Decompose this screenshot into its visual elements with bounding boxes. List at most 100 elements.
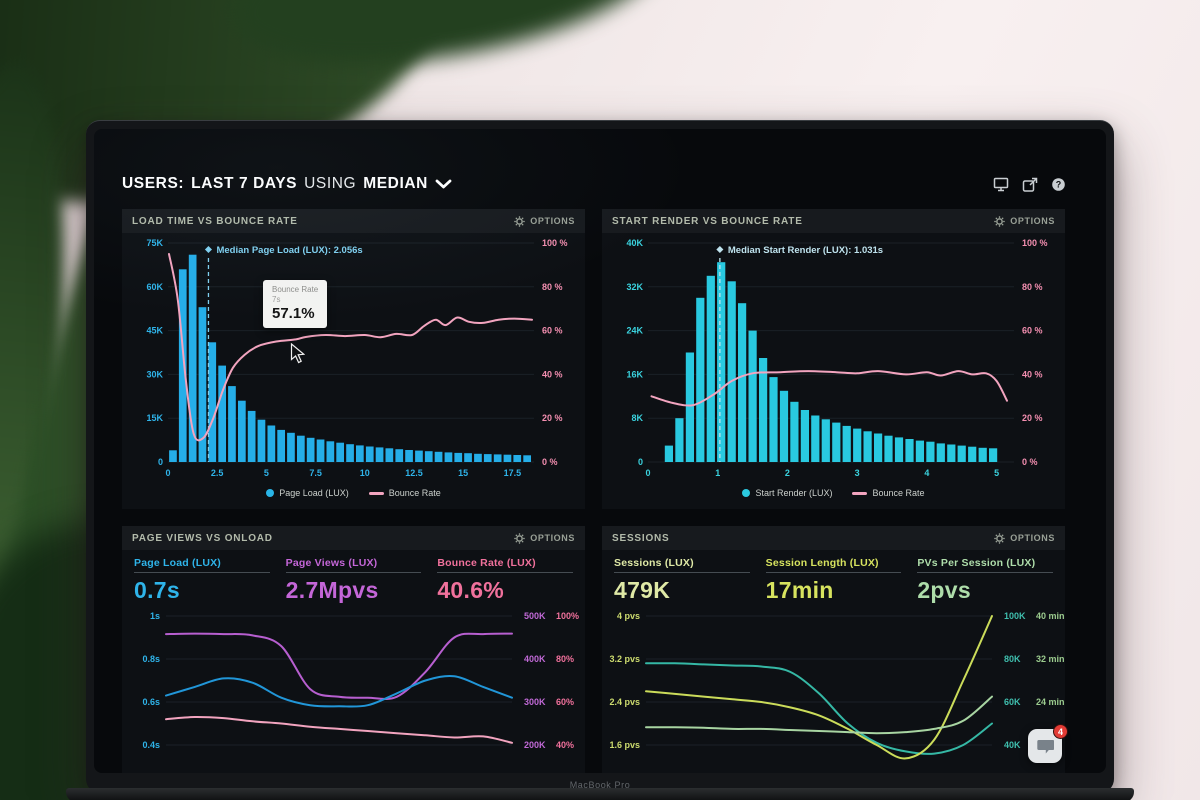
metric-row: Page Load (LUX) 0.7s Page Views (LUX) 2.…: [122, 550, 585, 603]
svg-text:0: 0: [645, 468, 650, 477]
svg-text:0 %: 0 %: [542, 457, 558, 467]
svg-text:400K: 400K: [524, 654, 546, 664]
tooltip-series: Bounce Rate: [272, 285, 319, 294]
panel-title: PAGE VIEWS VS ONLOAD: [132, 532, 273, 544]
panel-title: SESSIONS: [612, 532, 670, 544]
device-label: MacBook Pro: [569, 780, 631, 790]
metric-label: Bounce Rate (LUX): [437, 557, 574, 573]
svg-text:1.6 pvs: 1.6 pvs: [609, 740, 640, 750]
options-label: OPTIONS: [530, 216, 575, 226]
chat-widget-button[interactable]: 4: [1028, 724, 1068, 763]
display-icon[interactable]: [993, 177, 1009, 192]
legend-label: Bounce Rate: [872, 488, 925, 498]
options-label: OPTIONS: [1010, 216, 1055, 226]
svg-text:60K: 60K: [1004, 697, 1021, 707]
panel-grid: LOAD TIME VS BOUNCE RATE: [122, 209, 1078, 773]
svg-text:Median Page Load (LUX): 2.056s: Median Page Load (LUX): 2.056s: [216, 245, 362, 256]
legend-label: Start Render (LUX): [755, 488, 833, 498]
title-users: USERS:: [122, 175, 185, 192]
header-toolbar: ?: [993, 177, 1066, 192]
dashboard-screen: USERS: LAST 7 DAYS USING MEDIAN: [94, 129, 1106, 773]
svg-text:60%: 60%: [556, 697, 574, 707]
svg-text:3: 3: [855, 468, 860, 477]
svg-text:5: 5: [264, 468, 269, 477]
gear-icon: [994, 532, 1006, 544]
svg-text:32K: 32K: [626, 282, 643, 292]
svg-text:100 %: 100 %: [1022, 238, 1048, 248]
svg-text:100K: 100K: [1004, 611, 1026, 621]
load-time-chart-area[interactable]: 75K 100 % 60K 80 % 45K 60 % 30K 40 % 15K 20 % 0 0 %…: [122, 233, 585, 478]
chat-bubble-icon: [1037, 739, 1054, 753]
tooltip-value: 57.1%: [272, 305, 315, 322]
metric-sessions: Sessions (LUX) 479K: [614, 557, 750, 603]
options-button[interactable]: OPTIONS: [514, 215, 575, 227]
svg-text:80 %: 80 %: [542, 282, 563, 292]
svg-text:45K: 45K: [146, 326, 163, 336]
chart-tooltip: Bounce Rate 7s 57.1%: [263, 280, 328, 328]
legend-dot: [266, 489, 275, 497]
svg-text:40K: 40K: [1004, 740, 1021, 750]
share-icon[interactable]: [1022, 177, 1038, 192]
svg-text:0: 0: [638, 457, 643, 467]
svg-text:1: 1: [715, 468, 720, 477]
svg-text:20 %: 20 %: [1022, 413, 1043, 423]
options-button[interactable]: OPTIONS: [994, 215, 1055, 227]
svg-text:30K: 30K: [146, 369, 163, 379]
panel-header: START RENDER VS BOUNCE RATE: [602, 209, 1065, 233]
legend-label: Page Load (LUX): [279, 488, 349, 498]
dashboard-header: USERS: LAST 7 DAYS USING MEDIAN: [122, 173, 1066, 195]
svg-text:3.2 pvs: 3.2 pvs: [609, 654, 640, 664]
svg-text:0: 0: [165, 468, 170, 477]
svg-text:2: 2: [785, 468, 790, 477]
panel-sessions: SESSIONS OPTIONS: [602, 526, 1065, 773]
options-button[interactable]: OPTIONS: [994, 532, 1055, 544]
svg-text:200K: 200K: [524, 740, 546, 750]
legend-line: [368, 491, 384, 495]
metric-bounce-rate: Bounce Rate (LUX) 40.6%: [437, 557, 574, 603]
gear-icon: [994, 215, 1006, 227]
chart-legend: Start Render (LUX) Bounce Rate: [602, 477, 1065, 509]
svg-text:1s: 1s: [150, 611, 160, 621]
start-render-chart-area[interactable]: 40K 100 % 32K 80 % 24K 60 % 16K 40 % 8K 20 % 0 0 % 0…: [602, 233, 1065, 478]
laptop-base: [66, 788, 1134, 800]
svg-text:Median Start Render (LUX): 1.0: Median Start Render (LUX): 1.031s: [728, 245, 883, 256]
gear-icon: [514, 532, 526, 544]
svg-text:0.8s: 0.8s: [142, 654, 160, 664]
chart-legend: Page Load (LUX) Bounce Rate: [122, 477, 585, 509]
chevron-down-icon[interactable]: [435, 179, 452, 189]
title-metric: MEDIAN: [363, 175, 428, 192]
sessions-line-chart[interactable]: 4 pvs 100K 40 min 3.2 pvs 80K 32 min 2.4 pvs 60…: [602, 602, 1065, 773]
legend-item: Bounce Rate: [852, 488, 925, 498]
svg-text:15: 15: [458, 468, 468, 477]
svg-text:60 %: 60 %: [542, 326, 563, 336]
svg-text:2.5: 2.5: [211, 468, 224, 477]
metric-page-load: Page Load (LUX) 0.7s: [134, 557, 270, 603]
panel-header: SESSIONS OPTIONS: [602, 526, 1065, 550]
svg-text:15K: 15K: [146, 413, 163, 423]
svg-text:4 pvs: 4 pvs: [617, 611, 640, 621]
svg-text:40 %: 40 %: [1022, 369, 1043, 379]
panel-header: PAGE VIEWS VS ONLOAD: [122, 526, 585, 550]
metric-row: Sessions (LUX) 479K Session Length (LUX)…: [602, 550, 1065, 603]
svg-text:32 min: 32 min: [1036, 654, 1065, 664]
metric-label: Page Load (LUX): [134, 557, 270, 573]
panel-title: LOAD TIME VS BOUNCE RATE: [132, 215, 298, 227]
svg-text:17.5: 17.5: [504, 468, 522, 477]
metric-value: 17min: [765, 577, 834, 603]
load-time-histogram: 75K 100 % 60K 80 % 45K 60 % 30K 40 % 15K 20 % 0 0 %…: [146, 238, 567, 478]
legend-item: Start Render (LUX): [742, 488, 832, 498]
help-icon[interactable]: ?: [1051, 177, 1066, 192]
legend-item: Page Load (LUX): [266, 488, 349, 498]
options-button[interactable]: OPTIONS: [514, 532, 575, 544]
page-views-line-chart[interactable]: 1s 500K 100% 0.8s 400K 80% 0.6s 300K 60% 0.4s 200K…: [122, 602, 585, 773]
svg-text:0.4s: 0.4s: [142, 740, 160, 750]
dashboard-title-dropdown[interactable]: USERS: LAST 7 DAYS USING MEDIAN: [122, 175, 452, 193]
laptop: USERS: LAST 7 DAYS USING MEDIAN: [86, 120, 1114, 793]
svg-text:0: 0: [158, 457, 163, 467]
svg-text:12.5: 12.5: [405, 468, 423, 477]
svg-text:40 min: 40 min: [1036, 611, 1065, 621]
svg-text:24 min: 24 min: [1036, 697, 1065, 707]
metric-label: Session Length (LUX): [765, 557, 902, 573]
panel-page-views-vs-onload: PAGE VIEWS VS ONLOAD: [122, 526, 585, 773]
